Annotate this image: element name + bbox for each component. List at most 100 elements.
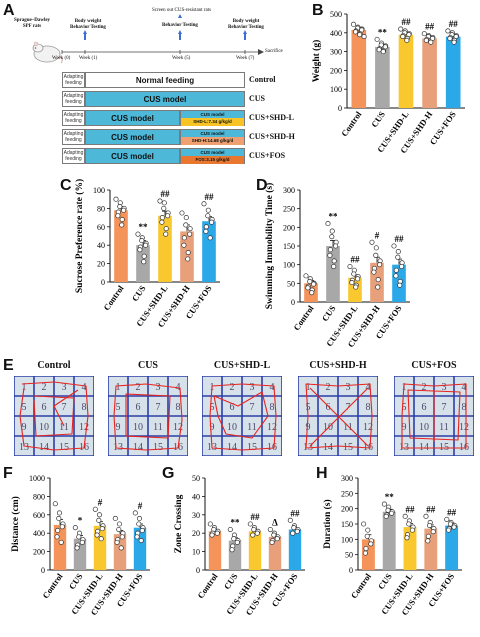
y-tick-label: 60 bbox=[97, 223, 105, 232]
y-tick-label: 20 bbox=[97, 260, 105, 269]
significance-mark: ## bbox=[425, 22, 435, 32]
data-point bbox=[445, 28, 451, 34]
data-point bbox=[290, 530, 296, 536]
zone-number: 1 bbox=[22, 382, 27, 393]
zone-number: 7 bbox=[442, 402, 447, 413]
rat-label: Sprague–Dawley SPF rats bbox=[13, 18, 51, 29]
zone-number: 2 bbox=[136, 382, 141, 393]
data-point bbox=[56, 510, 63, 516]
data-point bbox=[375, 277, 381, 283]
data-point bbox=[56, 515, 62, 522]
chart-B: 0 100 200 300 400 500 Weight (g) Control ** CUS ##… bbox=[311, 10, 465, 155]
zone-number: 4 bbox=[82, 382, 87, 393]
data-point bbox=[427, 522, 433, 529]
data-point bbox=[247, 521, 253, 527]
y-tick-label: 80 bbox=[97, 204, 105, 213]
group-label: CUS+SHD-H bbox=[249, 132, 295, 141]
zone-number: 14 bbox=[133, 442, 143, 453]
data-point bbox=[254, 530, 260, 536]
significance-mark: ## bbox=[447, 507, 457, 517]
zone-number: 12 bbox=[173, 422, 183, 433]
data-point bbox=[353, 29, 359, 35]
data-point bbox=[55, 527, 61, 533]
significance-mark: ** bbox=[385, 492, 395, 502]
y-axis-label: Weight (g) bbox=[311, 40, 322, 82]
schematic: Sprague–Dawley SPF rats Week (0) Week (1… bbox=[0, 0, 310, 170]
data-point bbox=[159, 219, 165, 225]
chart-F: 0 200 400 600 800 1000 Distance (cm) Control * CU… bbox=[10, 474, 150, 617]
data-point bbox=[134, 534, 140, 540]
data-point bbox=[393, 267, 399, 273]
data-point bbox=[363, 545, 369, 552]
timeline bbox=[61, 14, 264, 55]
data-point bbox=[395, 254, 401, 260]
drug-box-top: CUS model bbox=[200, 149, 225, 155]
zone-number: 6 bbox=[422, 402, 427, 413]
data-point bbox=[447, 35, 453, 41]
data-point bbox=[362, 550, 368, 556]
data-point bbox=[446, 527, 452, 533]
panel-letter-g: G bbox=[162, 465, 175, 482]
data-point bbox=[425, 533, 431, 539]
data-point bbox=[135, 231, 141, 237]
week0-label: Week (0) bbox=[52, 56, 71, 61]
data-point bbox=[163, 231, 169, 237]
y-tick-label: 10 bbox=[192, 548, 200, 557]
panel-letter-b: B bbox=[312, 2, 324, 19]
significance-mark: ** bbox=[231, 518, 241, 528]
zone-number: 5 bbox=[116, 402, 121, 413]
data-point bbox=[353, 284, 359, 290]
data-point bbox=[307, 278, 313, 285]
y-axis-label: Duration (s) bbox=[322, 499, 333, 548]
data-point bbox=[325, 221, 331, 227]
bar bbox=[424, 528, 438, 570]
data-point bbox=[373, 252, 379, 258]
zone-number: 12 bbox=[363, 422, 373, 433]
data-point bbox=[404, 535, 410, 541]
zone-number: 8 bbox=[176, 402, 181, 413]
y-tick-label: 0 bbox=[41, 566, 45, 575]
group-label: Control bbox=[249, 75, 276, 84]
drug-box-top: CUS model bbox=[200, 111, 225, 117]
data-point bbox=[58, 539, 64, 545]
drug-box: CUS model SHD-H:14.68 g/kg/d bbox=[180, 129, 245, 145]
data-point bbox=[181, 242, 187, 248]
data-point bbox=[92, 506, 98, 512]
x-tick-label: Control bbox=[339, 109, 364, 138]
bar bbox=[268, 536, 282, 570]
y-tick-label: 400 bbox=[33, 529, 45, 538]
significance-mark: ## bbox=[406, 504, 416, 514]
data-point bbox=[375, 284, 381, 290]
zone-number: 8 bbox=[462, 402, 467, 413]
data-point bbox=[165, 213, 171, 219]
zone-number: 2 bbox=[230, 382, 235, 393]
open-field-title: CUS+SHD-L bbox=[213, 360, 271, 371]
data-point bbox=[361, 521, 367, 527]
zone-number: 4 bbox=[462, 382, 467, 393]
significance-mark: * bbox=[78, 516, 83, 526]
bar bbox=[114, 210, 128, 282]
open-field-title: CUS bbox=[137, 360, 158, 371]
movement-track bbox=[113, 383, 183, 451]
data-point bbox=[349, 280, 355, 286]
y-tick-label: 1000 bbox=[29, 474, 45, 483]
data-point bbox=[72, 525, 78, 531]
rat-icon bbox=[32, 41, 63, 64]
significance-mark: ** bbox=[378, 27, 388, 37]
y-tick-label: 200 bbox=[341, 505, 353, 514]
data-point bbox=[404, 37, 410, 43]
data-point bbox=[393, 273, 399, 279]
y-tick-label: 250 bbox=[341, 489, 353, 498]
y-tick-label: 250 bbox=[283, 205, 295, 214]
significance-mark: ** bbox=[329, 212, 339, 222]
data-point bbox=[201, 201, 207, 207]
data-point bbox=[137, 247, 143, 253]
data-point bbox=[179, 210, 185, 216]
zone-number: 9 bbox=[306, 422, 311, 433]
significance-mark: # bbox=[375, 230, 380, 240]
panel-letter-f: F bbox=[3, 465, 13, 482]
